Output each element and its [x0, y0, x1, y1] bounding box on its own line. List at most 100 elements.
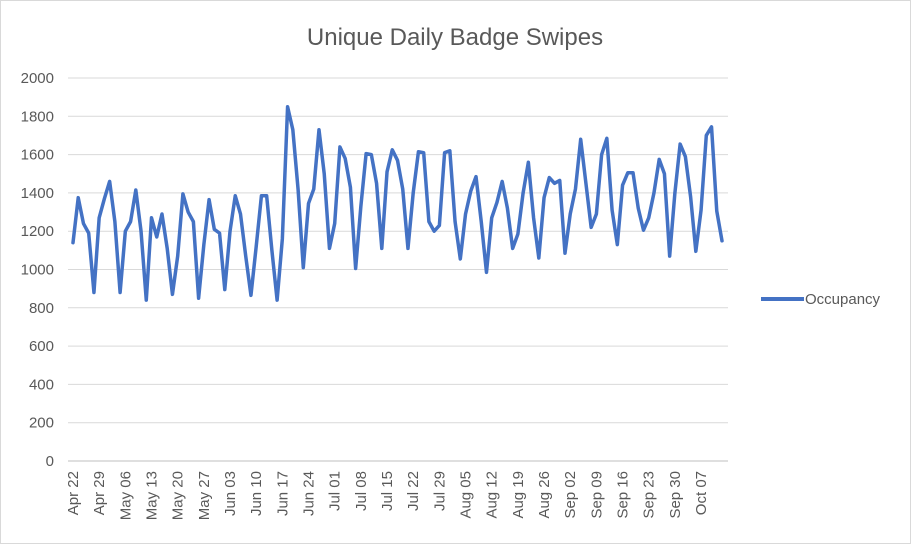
chart-title: Unique Daily Badge Swipes	[307, 24, 603, 51]
x-tick-label: Oct 07	[693, 471, 710, 515]
data-point	[631, 171, 635, 174]
data-point	[605, 137, 609, 140]
y-tick-label: 2000	[21, 70, 54, 87]
x-tick-label: Jul 22	[405, 471, 422, 511]
x-tick-label: Jun 10	[248, 471, 265, 516]
data-point	[657, 158, 661, 161]
data-point	[213, 228, 216, 231]
data-point	[391, 148, 394, 152]
data-point	[422, 151, 425, 154]
data-point	[139, 230, 143, 233]
x-tick-label: May 13	[144, 471, 161, 520]
data-point	[506, 207, 509, 210]
y-tick-label: 1000	[21, 262, 54, 279]
data-point	[453, 220, 457, 223]
data-point	[87, 231, 90, 235]
legend-label-occupancy: Occupancy	[805, 291, 881, 308]
data-point	[265, 194, 268, 197]
data-point	[412, 191, 415, 195]
data-point	[380, 247, 383, 250]
data-point	[542, 196, 546, 199]
data-point	[333, 222, 336, 225]
data-point	[181, 192, 185, 196]
data-point	[684, 155, 687, 158]
data-point	[97, 216, 101, 219]
data-point	[77, 196, 80, 199]
data-point	[589, 226, 593, 229]
y-tick-label: 1200	[21, 223, 54, 240]
y-tick-label: 1800	[21, 108, 54, 125]
data-point	[480, 220, 483, 223]
data-point	[312, 187, 315, 191]
x-tick-label: Sep 16	[615, 471, 632, 519]
data-point	[469, 189, 472, 193]
data-point	[129, 220, 132, 223]
data-point	[647, 216, 650, 219]
data-point	[186, 210, 190, 214]
gridlines	[68, 77, 728, 462]
data-point	[275, 298, 279, 302]
data-point	[108, 180, 111, 183]
data-point	[364, 152, 368, 155]
data-point	[338, 145, 342, 149]
data-point	[548, 176, 551, 179]
data-point	[71, 241, 75, 244]
data-point	[537, 256, 541, 260]
data-point	[516, 232, 520, 236]
data-point	[417, 150, 420, 153]
data-point	[427, 220, 431, 223]
y-tick-label: 400	[29, 376, 54, 393]
x-tick-label: Jul 08	[353, 471, 370, 511]
x-tick-label: Jul 29	[431, 471, 448, 511]
data-point	[317, 128, 321, 131]
data-point	[610, 208, 614, 212]
data-point	[218, 231, 221, 235]
data-point	[307, 202, 310, 205]
data-point	[370, 153, 373, 156]
x-tick-label: May 06	[117, 471, 134, 520]
x-tick-label: Jun 17	[274, 471, 291, 516]
data-point	[621, 184, 624, 187]
data-point	[511, 247, 514, 250]
data-point	[584, 182, 588, 185]
data-point	[553, 182, 556, 185]
data-point	[574, 187, 577, 191]
x-tick-label: Jul 15	[379, 471, 396, 511]
x-tick-label: Sep 30	[667, 471, 684, 519]
data-point	[663, 172, 666, 175]
x-tick-label: Apr 29	[91, 471, 108, 515]
data-point	[281, 237, 284, 241]
x-tick-label: Apr 22	[65, 471, 82, 515]
data-point	[637, 207, 640, 210]
data-point	[720, 239, 724, 242]
data-point	[228, 230, 232, 233]
data-point	[302, 266, 305, 269]
data-point	[343, 157, 347, 160]
data-point	[323, 172, 326, 175]
data-point	[103, 197, 106, 200]
data-point	[254, 245, 258, 248]
series-line-occupancy	[71, 104, 724, 302]
data-point	[579, 138, 582, 141]
x-tick-label: Jun 24	[301, 471, 318, 516]
data-point	[155, 235, 158, 239]
data-point	[464, 212, 467, 216]
data-point	[92, 291, 96, 294]
data-point	[448, 149, 452, 152]
data-point	[595, 212, 598, 216]
x-tick-label: Sep 23	[641, 471, 658, 519]
data-point	[375, 182, 378, 185]
data-point	[160, 212, 164, 216]
x-tick-label: Sep 09	[588, 471, 605, 519]
data-point	[260, 194, 263, 197]
data-point	[474, 175, 478, 178]
x-tick-label: Jun 03	[222, 471, 239, 516]
x-tick-label: Jul 01	[327, 471, 344, 511]
data-point	[694, 250, 698, 253]
data-point	[668, 254, 671, 258]
data-point	[82, 222, 85, 225]
data-point	[291, 128, 295, 131]
x-tick-label: Aug 19	[510, 471, 527, 519]
